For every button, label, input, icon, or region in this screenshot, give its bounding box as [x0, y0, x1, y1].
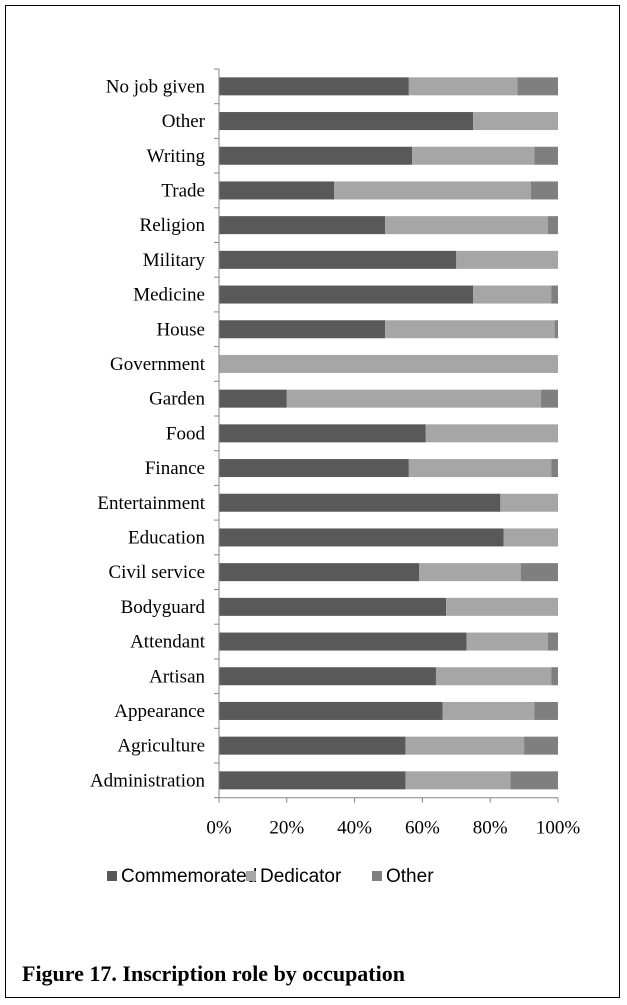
bar-dedicator-13 [503, 528, 558, 547]
figure-frame: No job given Other Writing Trade Religion Mil… [5, 5, 620, 998]
bar-other-2 [534, 146, 558, 165]
category-label: Trade [161, 180, 205, 201]
bar-commemorated-4 [219, 216, 386, 235]
category-label: Entertainment [97, 493, 205, 514]
category-label: Education [128, 527, 206, 548]
x-tick-label: 100% [536, 818, 581, 839]
bar-commemorated-15 [219, 597, 447, 616]
figure-caption: Figure 17. Inscription role by occupatio… [22, 961, 405, 986]
bar-other-20 [510, 771, 558, 790]
bar-commemorated-17 [219, 667, 436, 686]
category-label: Other [162, 111, 206, 132]
x-tick-label: 80% [473, 818, 508, 839]
legend-label-other: Other [386, 866, 434, 887]
bar-dedicator-6 [473, 285, 552, 304]
bar-other-7 [554, 320, 558, 339]
bar-dedicator-15 [446, 597, 558, 616]
bar-other-17 [551, 667, 558, 686]
category-label: No job given [106, 76, 206, 97]
bar-other-18 [534, 701, 558, 720]
category-label: Food [166, 423, 206, 444]
bar-dedicator-2 [412, 146, 535, 165]
bar-dedicator-18 [442, 701, 535, 720]
bar-dedicator-1 [473, 112, 558, 131]
bar-commemorated-11 [219, 459, 409, 478]
category-label: Civil service [108, 562, 205, 583]
bar-commemorated-19 [219, 736, 406, 755]
legend-swatch-other [372, 871, 382, 881]
bar-commemorated-3 [219, 181, 335, 200]
bar-dedicator-19 [405, 736, 525, 755]
bar-dedicator-12 [500, 493, 558, 512]
category-label: Agriculture [117, 736, 205, 757]
category-label: Garden [149, 389, 205, 410]
category-label: Medicine [133, 285, 205, 306]
category-label: Appearance [114, 701, 205, 722]
bar-other-6 [551, 285, 558, 304]
category-label: Government [110, 354, 206, 375]
category-label: Artisan [149, 666, 205, 687]
bar-dedicator-0 [408, 77, 518, 96]
x-tick-label: 0% [206, 818, 232, 839]
bar-dedicator-9 [286, 389, 542, 408]
bar-other-16 [547, 632, 558, 651]
bar-dedicator-20 [405, 771, 511, 790]
bar-commemorated-6 [219, 285, 474, 304]
category-label: Military [143, 250, 206, 271]
legend-label-commemorated: Commemorated [121, 866, 257, 887]
bar-dedicator-16 [466, 632, 548, 651]
bar-other-4 [547, 216, 558, 235]
bar-commemorated-7 [219, 320, 386, 339]
bar-commemorated-20 [219, 771, 406, 790]
legend: Commemorated Dedicator Other [107, 866, 434, 887]
bar-dedicator-5 [456, 250, 558, 269]
labels-layer: No job given Other Writing Trade Religion Mil… [90, 76, 580, 838]
bar-dedicator-3 [334, 181, 531, 200]
bars-layer [219, 77, 558, 790]
stacked-bar-chart: No job given Other Writing Trade Religion Mil… [90, 68, 580, 887]
bar-dedicator-7 [385, 320, 555, 339]
bar-other-19 [524, 736, 558, 755]
bar-dedicator-8 [219, 354, 558, 373]
legend-swatch-commemorated [107, 871, 117, 881]
bar-commemorated-16 [219, 632, 467, 651]
category-label: Bodyguard [121, 597, 206, 618]
category-label: Administration [90, 770, 206, 791]
legend-label-dedicator: Dedicator [260, 866, 342, 887]
x-tick-label: 60% [405, 818, 440, 839]
bar-dedicator-11 [408, 459, 552, 478]
bar-other-9 [541, 389, 558, 408]
legend-swatch-dedicator [246, 871, 256, 881]
bar-dedicator-17 [435, 667, 552, 686]
category-label: Finance [145, 458, 205, 479]
bar-dedicator-14 [419, 563, 521, 582]
bar-other-0 [517, 77, 558, 96]
bar-other-3 [530, 181, 558, 200]
bar-commemorated-2 [219, 146, 413, 165]
bar-other-14 [520, 563, 558, 582]
bar-dedicator-10 [425, 424, 558, 443]
bar-commemorated-1 [219, 112, 474, 131]
category-label: Attendant [130, 632, 206, 653]
bar-commemorated-18 [219, 701, 443, 720]
bar-commemorated-13 [219, 528, 504, 547]
category-label: Writing [147, 146, 206, 167]
x-tick-label: 20% [269, 818, 304, 839]
bar-commemorated-12 [219, 493, 501, 512]
bar-commemorated-0 [219, 77, 409, 96]
bar-commemorated-9 [219, 389, 287, 408]
axes-layer [214, 68, 559, 803]
bar-dedicator-4 [385, 216, 548, 235]
category-label: House [156, 319, 205, 340]
bar-other-11 [551, 459, 558, 478]
bar-commemorated-14 [219, 563, 420, 582]
category-label: Religion [140, 215, 206, 236]
x-tick-label: 40% [337, 818, 372, 839]
bar-commemorated-10 [219, 424, 426, 443]
bar-commemorated-5 [219, 250, 457, 269]
